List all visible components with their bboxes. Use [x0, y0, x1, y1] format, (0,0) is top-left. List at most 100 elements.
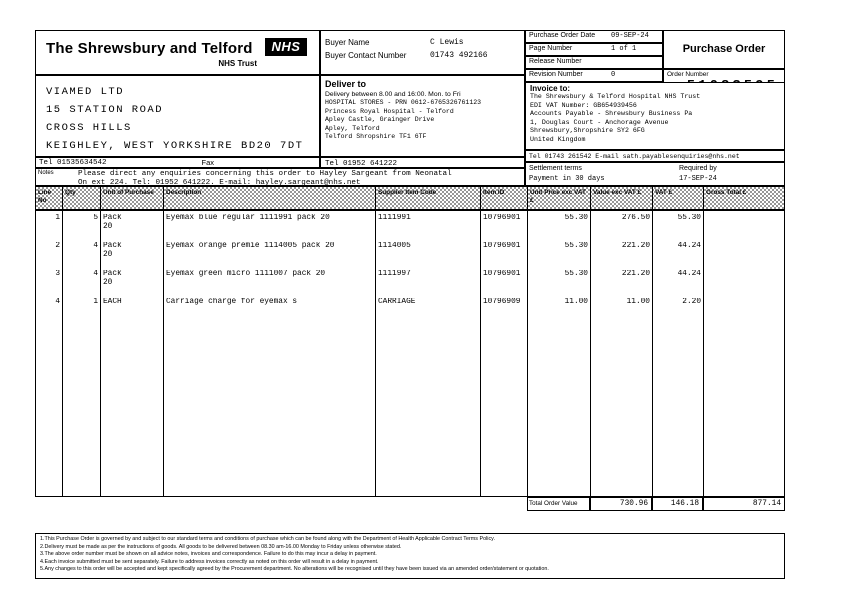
col-header-unit-price: Unit Price exc VAT £: [528, 187, 591, 209]
cell-vat: 55.30: [677, 214, 701, 222]
page-number-label: Page Number: [529, 45, 573, 52]
deliver-line: Apley, Telford: [325, 124, 380, 132]
cell-item-id: 10796901: [483, 270, 521, 278]
col-qty: 5 4 4 1: [63, 211, 101, 496]
deliver-tel: Tel 01952 641222: [325, 160, 398, 168]
invoice-line: United Kingdom: [530, 135, 586, 143]
nhs-logo-icon: NHS: [265, 38, 307, 56]
cell-unit: EACH: [103, 298, 122, 306]
col-header-item-id: Item ID: [481, 187, 528, 209]
cell-gross: [704, 242, 784, 270]
cell-qty: 4: [93, 242, 98, 250]
invoice-line: Shrewsbury,Shropshire SY2 6FG: [530, 127, 645, 135]
col-unit-of-purchase: Pack 20 Pack 20 Pack 20 EACH: [101, 211, 164, 496]
cell-description: Eyemax orange premie 1114005 pack 20: [166, 242, 335, 250]
col-description: Eyemax blue regular 1111991 pack 20 Eyem…: [164, 211, 376, 496]
terms-line-5: 5.Any changes to this order will be acce…: [40, 566, 549, 573]
order-number-label: Order Number: [667, 71, 709, 78]
deliver-line: HOSPITAL STORES - PRN 0612-6765326761123: [325, 99, 482, 106]
fax-label: Fax: [201, 158, 215, 167]
required-by-label: Required by: [679, 165, 717, 172]
cell-gross: [704, 214, 784, 242]
deliver-tel-row: Tel 01952 641222: [320, 157, 525, 168]
deliver-to-title: Deliver to: [325, 79, 367, 89]
trust-header-box: The Shrewsbury and Telford NHS Trust NHS: [35, 30, 320, 75]
total-value-exc-vat: 730.96: [590, 497, 652, 511]
revision-number-label: Revision Number: [529, 71, 583, 78]
buyer-contact-value: 01743 492166: [430, 51, 488, 60]
terms-line-3: 3.The above order number must be shown o…: [40, 551, 377, 558]
col-item-id: 10796901 10796901 10796901 10796909: [481, 211, 528, 496]
cell-item-id: 10796901: [483, 214, 521, 222]
cell-gross: [704, 270, 784, 298]
cell-value-exc-vat: 221.20: [621, 270, 650, 278]
trust-name: The Shrewsbury and Telford: [46, 40, 253, 57]
col-header-gross-total: Gross Total £: [706, 189, 747, 196]
supplier-line: 15 STATION ROAD: [46, 104, 164, 116]
buyer-contact-label: Buyer Contact Number: [325, 51, 407, 60]
deliver-to-box: Deliver to Delivery between 8.00 and 16:…: [320, 75, 525, 157]
terms-line-4: 4.Each invoice submitted must be sent se…: [40, 558, 379, 565]
invoice-to-title: Invoice to:: [530, 84, 571, 93]
col-header-value-exc-vat: Value exc VAT £: [591, 187, 653, 209]
total-vat: 146.18: [652, 497, 703, 511]
cell-line-no: 3: [55, 270, 60, 278]
cell-description: Eyemax blue regular 1111991 pack 20: [166, 214, 330, 222]
purchase-order-document: The Shrewsbury and Telford NHS Trust NHS…: [35, 30, 785, 586]
supplier-line: CROSS HILLS: [46, 122, 132, 134]
deliver-line: Princess Royal Hospital - Telford: [325, 107, 454, 115]
col-header-qty: Qty: [63, 187, 101, 209]
revision-number-row: Revision Number 0: [525, 69, 663, 82]
cell-unit: Pack 20: [103, 242, 122, 259]
cell-vat: 2.20: [682, 298, 701, 306]
cell-unit: Pack 20: [103, 270, 122, 287]
buyer-name-label: Buyer Name: [325, 38, 370, 47]
cell-value-exc-vat: 11.00: [626, 298, 650, 306]
line-items-body: 1 2 3 4 5 4 4 1 Pack 20 Pack 20 Pack 20 …: [35, 210, 785, 497]
supplier-address-box: VIAMED LTD 15 STATION ROAD CROSS HILLS K…: [35, 75, 320, 157]
terms-and-conditions-box: 1.This Purchase Order is governed by and…: [35, 533, 785, 579]
po-date-value: 09-SEP-24: [611, 32, 649, 40]
cell-unit: Pack 20: [103, 214, 122, 231]
settlement-terms-value: Payment in 30 days: [529, 175, 605, 183]
po-date-row: Purchase Order Date 09-SEP-24: [525, 30, 663, 43]
col-header-supplier-item-code: Supplier Item Code: [376, 187, 481, 209]
notes-label: Notes: [38, 170, 54, 176]
cell-description: Carriage charge for eyemax s: [166, 298, 298, 306]
cell-gross: [704, 298, 784, 326]
purchase-order-title: Purchase Order: [663, 30, 785, 69]
invoice-line: 1, Douglas Court - Anchorage Avenue: [530, 118, 669, 126]
col-value-exc-vat: 276.50 221.20 221.20 11.00: [591, 211, 653, 496]
total-order-value-label: Total Order Value: [527, 497, 590, 511]
supplier-line: KEIGHLEY, WEST YORKSHIRE BD20 7DT: [46, 140, 304, 152]
cell-unit-price: 11.00: [564, 298, 588, 306]
notes-line-1: Please direct any enquiries concerning t…: [78, 170, 452, 178]
release-number-row: Release Number: [525, 56, 663, 69]
col-header-vat: VAT £: [653, 187, 704, 209]
cell-item-id: 10796901: [483, 242, 521, 250]
release-number-label: Release Number: [529, 58, 582, 65]
terms-line-1: 1.This Purchase Order is governed by and…: [40, 536, 495, 542]
col-unit-price: 55.30 55.30 55.30 11.00: [528, 211, 591, 496]
line-items-header: Line No Qty Unit of Purchase Description…: [35, 186, 785, 210]
col-vat: 55.30 44.24 44.24 2.20: [653, 211, 704, 496]
total-gross: 877.14: [703, 497, 785, 511]
buyer-name-value: C Lewis: [430, 38, 464, 47]
page-number-value: 1 of 1: [611, 45, 637, 53]
supplier-tel-row: Tel 01535634542 Fax: [35, 157, 320, 168]
settlement-terms-label: Settlement terms: [529, 165, 582, 172]
cell-vat: 44.24: [677, 270, 701, 278]
trust-subname: NHS Trust: [218, 59, 257, 68]
revision-number-value: 0: [611, 71, 616, 79]
col-header-description: Description: [164, 187, 376, 209]
cell-unit-price: 55.30: [564, 270, 588, 278]
notes-line-2: On ext 224. Tel: 01952 641222. E-mail: h…: [78, 178, 361, 186]
cell-unit-price: 55.30: [564, 242, 588, 250]
cell-item-id: 10796909: [483, 298, 521, 306]
deliver-line: Apley Castle, Grainger Drive: [325, 116, 435, 124]
cell-unit-price: 55.30: [564, 214, 588, 222]
col-gross-total: [704, 211, 784, 496]
cell-supplier-code: 1114005: [378, 242, 411, 250]
invoice-line: Accounts Payable - Shrewsbury Business P…: [530, 110, 693, 118]
col-line-no: 1 2 3 4: [36, 211, 63, 496]
